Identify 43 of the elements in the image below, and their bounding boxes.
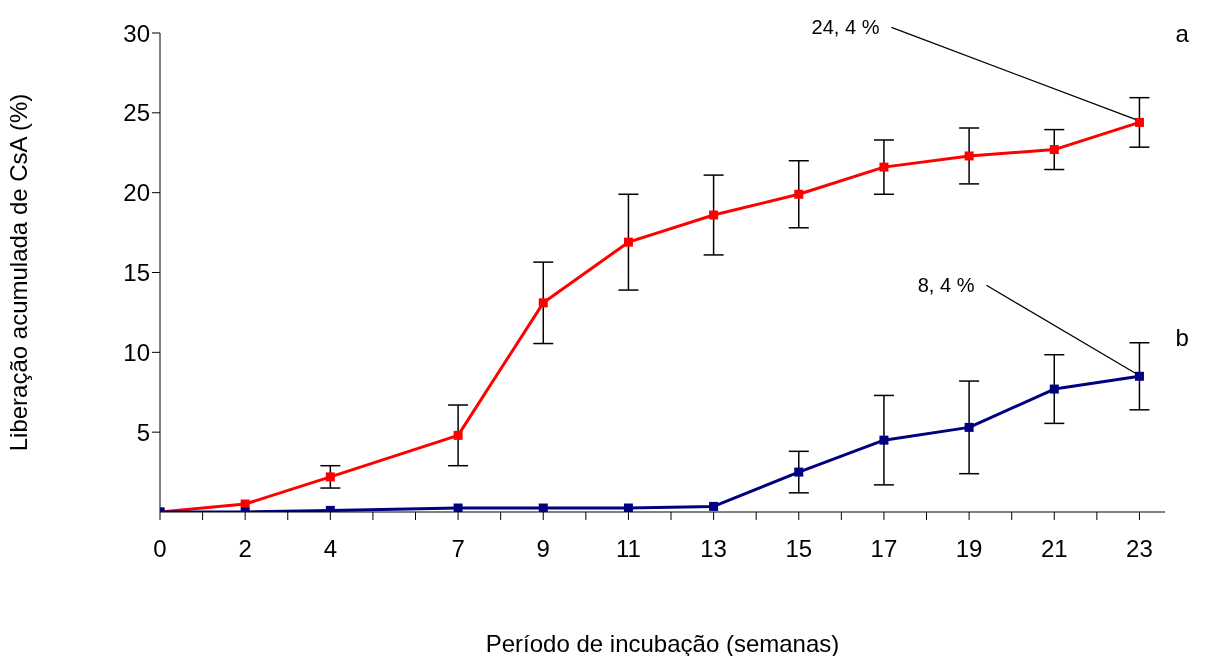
point <box>325 472 335 482</box>
x-tick-label: 11 <box>615 535 641 563</box>
x-tick-label: 17 <box>870 535 898 563</box>
y-tick-label: 20 <box>123 179 150 207</box>
x-tick-label: 19 <box>955 535 983 563</box>
point <box>794 467 804 477</box>
point <box>964 151 974 161</box>
x-tick-label: 15 <box>785 535 813 563</box>
text: a <box>1175 20 1190 48</box>
y-tick-label: 30 <box>123 19 150 47</box>
point <box>623 237 633 247</box>
x-tick-label: 7 <box>451 535 465 563</box>
annotation: 24, 4 % <box>811 16 880 39</box>
point <box>709 501 719 511</box>
point <box>538 298 548 308</box>
point <box>453 430 463 440</box>
x-tick-label: 23 <box>1126 535 1153 563</box>
x-tick-label: 0 <box>153 535 167 563</box>
series-label: b <box>1175 324 1189 352</box>
y-tick-label: 5 <box>136 418 150 446</box>
point <box>538 503 548 512</box>
point <box>453 503 463 512</box>
point <box>1134 371 1144 381</box>
y-tick-label: 15 <box>123 259 150 287</box>
y-axis-title: Liberação acumulada de CsA (%) <box>4 93 32 452</box>
point <box>1134 117 1144 127</box>
point <box>325 505 335 512</box>
point <box>964 422 974 432</box>
x-tick-label: 21 <box>1040 535 1068 563</box>
point <box>709 210 719 220</box>
y-tick-label: 10 <box>123 338 150 366</box>
x-tick-label: 9 <box>536 535 550 563</box>
point <box>879 162 889 172</box>
annotation: 8, 4 % <box>917 274 975 297</box>
point <box>1049 145 1059 155</box>
point <box>1049 384 1059 394</box>
point <box>623 503 633 512</box>
y-tick-label: 25 <box>123 99 150 127</box>
x-tick-label: 4 <box>323 535 338 563</box>
x-tick-label: 13 <box>700 535 727 563</box>
point <box>879 435 889 445</box>
x-tick-label: 2 <box>238 535 252 563</box>
point <box>794 189 804 199</box>
